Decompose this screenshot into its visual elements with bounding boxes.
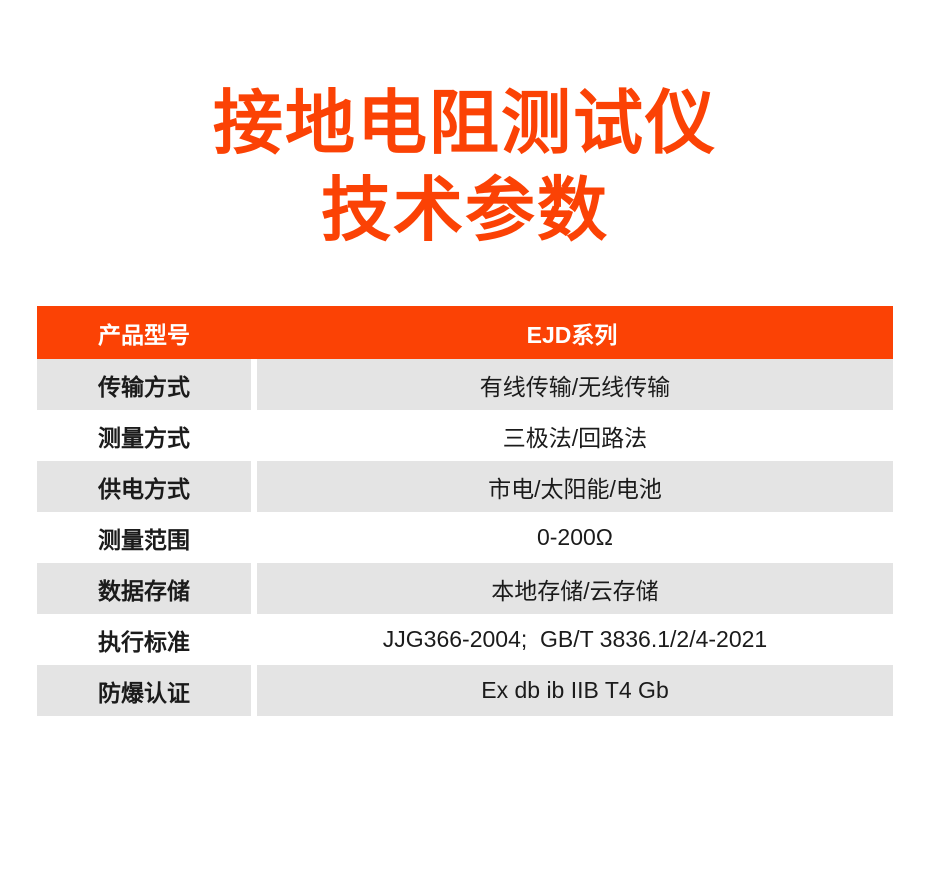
table-row: 执行标准 JJG366-2004; GB/T 3836.1/2/4-2021 bbox=[37, 614, 893, 665]
page-title-line1: 接地电阻测试仪 bbox=[213, 84, 717, 162]
spec-table: 产品型号 EJD系列 传输方式 有线传输/无线传输 测量方式 三极法/回路法 供… bbox=[37, 306, 893, 716]
table-row: 数据存储 本地存储/云存储 bbox=[37, 563, 893, 614]
row-value: 0-200Ω bbox=[257, 512, 893, 563]
table-row: 传输方式 有线传输/无线传输 bbox=[37, 359, 893, 410]
row-label: 供电方式 bbox=[37, 461, 251, 512]
row-label: 传输方式 bbox=[37, 359, 251, 410]
row-label: 防爆认证 bbox=[37, 665, 251, 716]
table-header-row: 产品型号 EJD系列 bbox=[37, 306, 893, 359]
table-row: 供电方式 市电/太阳能/电池 bbox=[37, 461, 893, 512]
row-value: Ex db ib IIB T4 Gb bbox=[257, 665, 893, 716]
table-body: 传输方式 有线传输/无线传输 测量方式 三极法/回路法 供电方式 市电/太阳能/… bbox=[37, 359, 893, 716]
row-value: 市电/太阳能/电池 bbox=[257, 461, 893, 512]
poster-page: { "title": { "line1": "接地电阻测试仪", "line2"… bbox=[0, 80, 930, 892]
row-value: JJG366-2004; GB/T 3836.1/2/4-2021 bbox=[257, 614, 893, 665]
row-value: 本地存储/云存储 bbox=[257, 563, 893, 614]
row-value: 三极法/回路法 bbox=[257, 410, 893, 461]
row-label: 数据存储 bbox=[37, 563, 251, 614]
page-title: 接地电阻测试仪 技术参数 bbox=[0, 80, 930, 254]
page-title-line2: 技术参数 bbox=[321, 171, 609, 249]
row-label: 执行标准 bbox=[37, 614, 251, 665]
table-row: 防爆认证 Ex db ib IIB T4 Gb bbox=[37, 665, 893, 716]
row-value: 有线传输/无线传输 bbox=[257, 359, 893, 410]
row-label: 测量范围 bbox=[37, 512, 251, 563]
header-col-series: EJD系列 bbox=[526, 321, 618, 348]
table-row: 测量范围 0-200Ω bbox=[37, 512, 893, 563]
table-row: 测量方式 三极法/回路法 bbox=[37, 410, 893, 461]
row-label: 测量方式 bbox=[37, 410, 251, 461]
header-col-product-model: 产品型号 bbox=[98, 321, 190, 348]
